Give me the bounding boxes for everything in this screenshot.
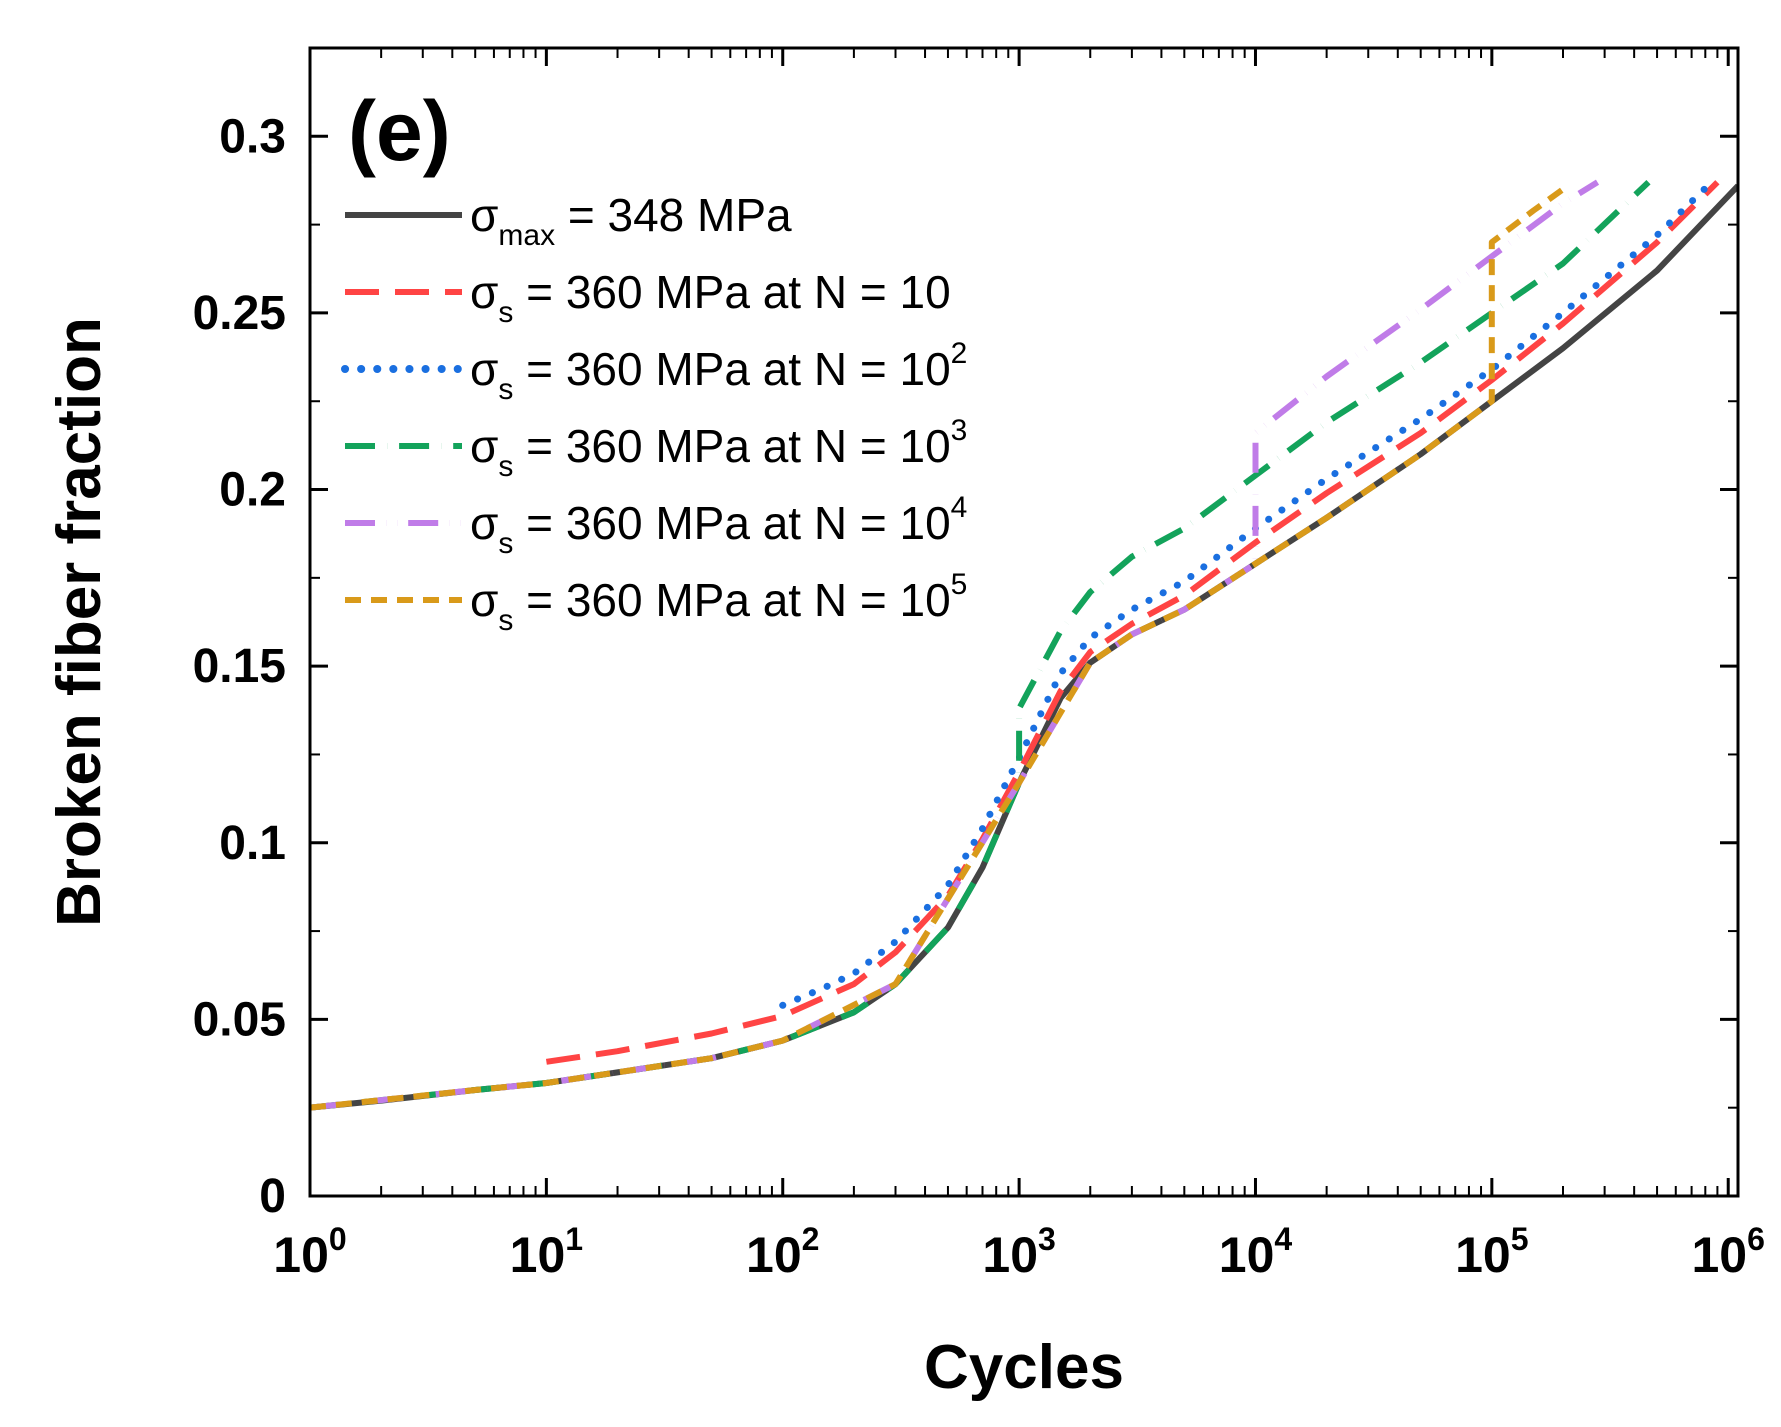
series-line-5 (310, 179, 1600, 1111)
legend-label-2: σs = 360 MPa at N = 10 (470, 266, 951, 329)
legend-label-3: σs = 360 MPa at N = 102 (470, 337, 967, 406)
x-tick-labels: 100 101 102 103 104 105 106 (273, 1221, 1765, 1283)
y-tick-label: 0.15 (193, 640, 286, 693)
legend-label-6: σs = 360 MPa at N = 105 (470, 568, 967, 637)
series-line-2 (545, 180, 1720, 1065)
x-axis-title: Cycles (924, 1333, 1124, 1402)
x-tick-label: 105 (1455, 1221, 1528, 1283)
legend-label-5: σs = 360 MPa at N = 104 (470, 491, 967, 560)
legend-label-1: σmax = 348 MPa (470, 189, 792, 252)
axis-ticks (308, 47, 1738, 1198)
x-tick-label: 106 (1692, 1221, 1765, 1283)
legend-label-4: σs = 360 MPa at N = 103 (470, 414, 967, 483)
x-tick-label: 100 (273, 1221, 346, 1283)
y-tick-label: 0 (259, 1170, 286, 1223)
x-tick-label: 102 (746, 1221, 819, 1283)
y-tick-labels: 0 0.05 0.1 0.15 0.2 0.25 0.3 (193, 110, 286, 1223)
y-axis-title: Broken fiber fraction (45, 317, 114, 927)
panel-label: (e) (348, 84, 451, 178)
legend: σmax = 348 MPa σs = 360 MPa at N = 10 σs =… (341, 189, 967, 637)
x-tick-label: 104 (1219, 1221, 1293, 1283)
series-line-4 (310, 180, 1651, 1111)
y-tick-label: 0.3 (219, 110, 286, 163)
series-lines (310, 178, 1738, 1111)
plot-frame (308, 46, 1740, 1198)
series-line-6 (310, 186, 1565, 1111)
y-tick-label: 0.05 (193, 993, 286, 1046)
x-tick-label: 101 (510, 1221, 583, 1283)
y-tick-label: 0.1 (219, 817, 286, 870)
x-tick-label: 103 (982, 1221, 1055, 1283)
y-tick-label: 0.25 (193, 287, 286, 340)
y-tick-label: 0.2 (219, 464, 286, 517)
